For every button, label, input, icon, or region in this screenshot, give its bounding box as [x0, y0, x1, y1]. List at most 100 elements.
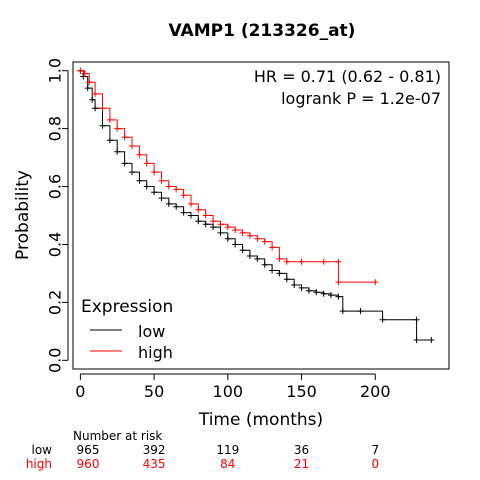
censor-mark-high — [202, 212, 209, 219]
censor-mark-high — [372, 279, 379, 286]
censor-mark-low — [195, 218, 202, 225]
censor-mark-low — [180, 209, 187, 216]
risk-count: 119 — [216, 443, 239, 457]
risk-row-label: low — [32, 443, 53, 457]
censor-mark-low — [339, 308, 346, 315]
censor-mark-high — [81, 70, 88, 77]
censor-mark-low — [239, 247, 246, 254]
risk-count: 960 — [77, 457, 100, 471]
censor-mark-high — [210, 218, 217, 225]
risk-count: 0 — [371, 457, 379, 471]
censor-mark-high — [77, 67, 84, 74]
censor-mark-high — [143, 160, 150, 167]
censor-mark-high — [195, 206, 202, 213]
censor-mark-low — [143, 183, 150, 190]
x-tick-label: 200 — [360, 382, 391, 401]
censor-mark-low — [305, 287, 312, 294]
censor-mark-high — [335, 279, 342, 286]
series-layer — [77, 67, 435, 343]
y-axis-label: Probability — [13, 170, 33, 260]
censor-mark-low — [269, 267, 276, 274]
x-tick-label: 0 — [75, 382, 85, 401]
logrank-annotation: logrank P = 1.2e-07 — [281, 89, 441, 108]
censor-mark-high — [335, 258, 342, 265]
censor-mark-high — [151, 169, 158, 176]
censor-mark-low — [357, 308, 364, 315]
legend-title: Expression — [81, 297, 173, 317]
risk-count: 36 — [294, 443, 309, 457]
chart-title: VAMP1 (213326_at) — [169, 21, 356, 41]
censor-mark-high — [254, 235, 261, 242]
plot-frame — [72, 61, 450, 370]
censor-mark-high — [129, 143, 135, 149]
censor-mark-low — [291, 282, 298, 288]
censor-mark-low — [379, 316, 386, 323]
legend-low-label: low — [138, 322, 165, 341]
censor-mark-low — [202, 221, 209, 228]
censor-mark-low — [121, 160, 128, 167]
censor-mark-high — [261, 238, 268, 245]
censor-mark-low — [254, 255, 261, 262]
legend: Expression low high — [81, 297, 173, 362]
risk-table-header: Number at risk — [73, 429, 162, 443]
censor-mark-low — [165, 200, 172, 207]
censor-mark-low — [114, 148, 121, 155]
risk-count: 21 — [294, 457, 309, 471]
censor-mark-high — [283, 258, 290, 265]
censor-mark-low — [151, 189, 158, 196]
y-tick-label: 0.4 — [46, 232, 65, 257]
censor-mark-low — [261, 261, 268, 268]
censor-mark-high — [269, 244, 276, 251]
risk-count: 435 — [143, 457, 166, 471]
censor-mark-high — [320, 258, 327, 265]
censor-mark-high — [165, 183, 172, 190]
censor-mark-low — [328, 292, 334, 299]
censor-mark-low — [84, 85, 91, 92]
censor-mark-high — [188, 200, 194, 207]
risk-count: 392 — [143, 443, 166, 457]
censor-mark-high — [232, 227, 239, 233]
x-tick-label: 150 — [286, 382, 317, 401]
censor-mark-low — [173, 203, 180, 210]
censor-mark-low — [298, 284, 305, 291]
censor-mark-high — [92, 90, 99, 97]
censor-mark-low — [232, 241, 239, 248]
censor-mark-low — [313, 289, 320, 296]
censor-mark-high — [158, 177, 165, 184]
hr-annotation: HR = 0.71 (0.62 - 0.81) — [254, 67, 441, 86]
censor-mark-low — [158, 195, 165, 202]
censor-mark-high — [224, 224, 231, 231]
y-tick-label: 0.0 — [46, 348, 65, 373]
censor-mark-low — [92, 105, 99, 112]
y-tick-label: 0.8 — [46, 116, 65, 141]
censor-mark-high — [298, 258, 305, 265]
censor-mark-high — [121, 134, 128, 141]
km-curve-high — [80, 70, 376, 283]
censor-mark-low — [413, 337, 420, 343]
x-tick-label: 100 — [213, 382, 244, 401]
risk-count: 7 — [371, 443, 379, 457]
x-axis-label: Time (months) — [198, 410, 323, 430]
risk-count: 84 — [220, 457, 235, 471]
censor-mark-low — [276, 270, 283, 277]
censor-mark-low — [283, 276, 290, 283]
censor-mark-low — [335, 293, 342, 300]
censor-mark-high — [180, 192, 187, 199]
censor-mark-high — [239, 229, 246, 236]
censor-mark-low — [413, 316, 420, 323]
censor-mark-low — [99, 122, 106, 129]
x-tick-label: 50 — [144, 382, 164, 401]
censor-mark-low — [188, 212, 194, 219]
y-tick-label: 0.2 — [46, 290, 65, 315]
risk-row-label: high — [26, 457, 52, 471]
censor-mark-high — [276, 255, 283, 262]
censor-mark-low — [129, 169, 135, 176]
censor-mark-low — [217, 229, 224, 236]
censor-mark-high — [99, 105, 106, 112]
risk-count: 965 — [77, 443, 100, 457]
censor-mark-low — [246, 253, 253, 259]
censor-mark-low — [428, 337, 435, 343]
y-tick-label: 0.6 — [46, 174, 65, 199]
y-axis: 0.0 0.2 0.4 0.6 0.8 1.0 — [46, 58, 69, 373]
